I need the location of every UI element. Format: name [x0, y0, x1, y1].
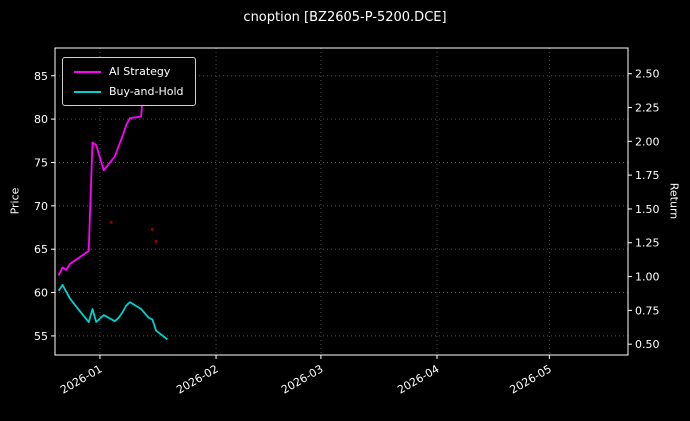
chart-title: cnoption [BZ2605-P-5200.DCE]	[243, 10, 447, 25]
trade-marker	[150, 227, 154, 231]
trade-marker	[154, 239, 158, 243]
legend-entry-ai-strategy: AI Strategy	[74, 65, 184, 78]
series-line-ai-strategy	[57, 70, 150, 276]
x-tick-label: 2026-05	[508, 362, 554, 396]
y-tick-label-return: 1.25	[635, 237, 660, 250]
ai-strategy-line-swatch	[74, 70, 101, 73]
legend-label: Buy-and-Hold	[109, 85, 184, 98]
y-tick-label-price: 55	[34, 330, 48, 343]
plot-spine	[54, 47, 629, 356]
y-tick-label-return: 0.75	[635, 304, 660, 317]
legend-entry-buy-and-hold: Buy-and-Hold	[74, 85, 184, 98]
y-tick-label-price: 80	[34, 113, 48, 126]
y-tick-label-price: 85	[34, 70, 48, 83]
y-tick-label-return: 2.50	[635, 68, 660, 81]
x-tick-label: 2026-03	[279, 362, 325, 396]
y-tick-label-return: 1.50	[635, 203, 660, 216]
y-tick-label-price: 70	[34, 200, 48, 213]
x-tick-label: 2026-04	[395, 362, 441, 396]
y-tick-label-price: 65	[34, 243, 48, 256]
x-tick-label: 2026-01	[58, 362, 104, 396]
y-tick-label-return: 2.00	[635, 135, 660, 148]
legend: AI Strategy Buy-and-Hold	[62, 57, 196, 106]
y-tick-label-return: 1.00	[635, 271, 660, 284]
series-line-buy-and-hold	[57, 283, 168, 341]
y-tick-label-return: 0.50	[635, 338, 660, 351]
y-tick-label-return: 2.25	[635, 102, 660, 115]
x-tick-label: 2026-02	[174, 362, 220, 396]
y-tick-label-price: 75	[34, 156, 48, 169]
buy-and-hold-line-swatch	[74, 90, 101, 93]
trade-marker	[109, 220, 113, 224]
y-tick-label-price: 60	[34, 287, 48, 300]
y-tick-label-return: 1.75	[635, 169, 660, 182]
legend-label: AI Strategy	[109, 65, 171, 78]
